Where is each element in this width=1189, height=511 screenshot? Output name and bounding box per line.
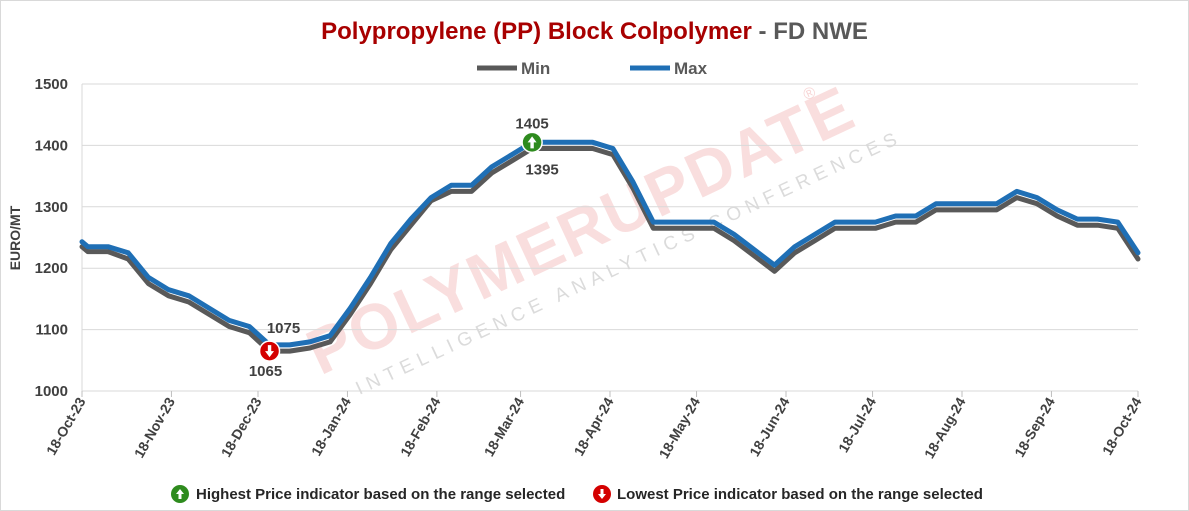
chart-title-separator: - [758, 18, 767, 45]
x-tick-label: 18-Dec-23 [218, 394, 265, 459]
y-tick-label: 1500 [35, 76, 68, 93]
x-tick-label: 18-Jan-24 [308, 394, 354, 458]
legend: Min Max [477, 59, 708, 78]
legend-label-max: Max [674, 59, 708, 78]
series-line-min [79, 146, 1141, 354]
y-tick-label: 1200 [35, 260, 68, 277]
annotations: 1405 1395 1075 1065 [249, 115, 559, 380]
legend-label-min: Min [521, 59, 550, 78]
x-tick-label: 18-Oct-24 [1099, 394, 1145, 457]
x-tick-label: 18-Jun-24 [746, 394, 793, 459]
x-tick-label: 18-Aug-24 [921, 394, 969, 461]
y-axis-label: EURO/MT [7, 205, 23, 270]
x-tick-label: 18-Mar-24 [481, 394, 528, 459]
y-tick-label: 1000 [35, 383, 68, 400]
watermark-brand: POLYMERUPDATE [296, 72, 866, 389]
x-tick-label: 18-May-24 [655, 394, 703, 461]
chart-title-suffix: FD NWE [773, 18, 868, 45]
annotation-max-label: 1075 [267, 320, 300, 337]
series-lines [79, 139, 1141, 354]
down-arrow-icon [593, 485, 611, 503]
x-tick-label: 18-Oct-23 [43, 394, 89, 457]
up-arrow-icon [171, 485, 189, 503]
x-tick-label: 18-Apr-24 [570, 394, 616, 458]
highest-marker-icon [521, 131, 543, 154]
x-tick-label: 18-Nov-23 [131, 394, 178, 460]
y-tick-label: 1400 [35, 137, 68, 154]
annotation-max-label: 1405 [515, 115, 548, 132]
footer-legend: Highest Price indicator based on the ran… [171, 485, 983, 503]
y-axis-ticks: 1000 1100 1200 1300 1400 1500 [35, 76, 68, 400]
chart-title: Polypropylene (PP) Block Colpolymer - FD… [0, 18, 1189, 46]
y-tick-label: 1100 [35, 322, 68, 339]
annotation-min-label: 1065 [249, 363, 282, 380]
annotation-min-label: 1395 [525, 161, 558, 178]
series-line-max [79, 139, 1141, 348]
x-axis-ticks: 18-Oct-23 18-Nov-23 18-Dec-23 18-Jan-24 18-F… [43, 391, 1145, 461]
x-tick-label: 18-Jul-24 [835, 394, 879, 455]
y-tick-label: 1300 [35, 199, 68, 216]
footer-lowest-label: Lowest Price indicator based on the rang… [617, 486, 983, 503]
footer-highest-label: Highest Price indicator based on the ran… [196, 486, 565, 503]
chart-title-main: Polypropylene (PP) Block Colpolymer [321, 18, 752, 45]
x-tick-label: 18-Feb-24 [397, 394, 444, 459]
lowest-marker-icon [258, 340, 281, 362]
x-tick-label: 18-Sep-24 [1011, 394, 1058, 459]
